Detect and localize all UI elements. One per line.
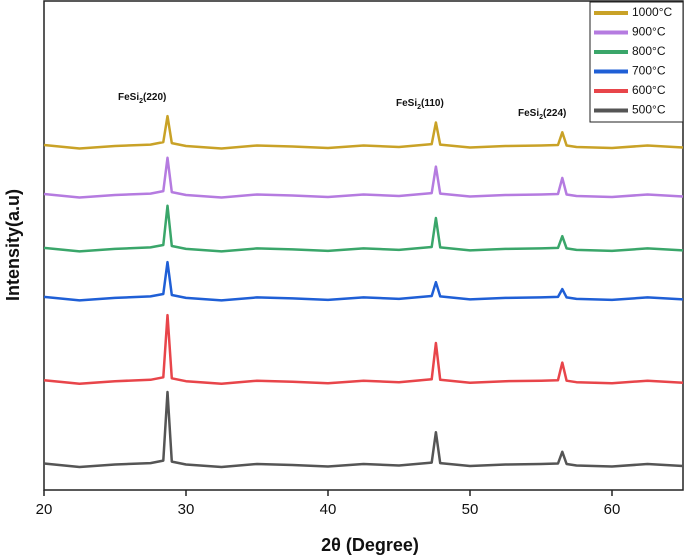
legend-label: 1000°C <box>632 5 672 19</box>
x-tick-label: 60 <box>604 501 621 518</box>
legend-label: 700°C <box>632 64 666 78</box>
legend-label: 600°C <box>632 83 666 97</box>
annotation: FeSi2(220) <box>118 92 166 105</box>
y-axis-label: Intensity(a.u) <box>3 189 23 301</box>
series-line <box>43 390 684 469</box>
x-tick-label: 30 <box>178 501 195 518</box>
annotation: FeSi2(110) <box>396 98 444 111</box>
series-line <box>43 204 684 253</box>
series-line <box>43 114 684 150</box>
plot-frame <box>43 0 684 491</box>
series-line <box>43 156 684 199</box>
x-axis-label: 2θ (Degree) <box>321 535 419 555</box>
legend-label: 800°C <box>632 44 666 58</box>
legend-label: 500°C <box>632 103 666 117</box>
x-tick-label: 40 <box>320 501 337 518</box>
x-tick-label: 20 <box>36 501 53 518</box>
series-line <box>43 260 684 302</box>
series-line <box>43 313 684 385</box>
x-tick-label: 50 <box>462 501 479 518</box>
legend-label: 900°C <box>632 25 666 39</box>
annotation: FeSi2(224) <box>518 108 566 121</box>
legend-box <box>589 1 684 123</box>
